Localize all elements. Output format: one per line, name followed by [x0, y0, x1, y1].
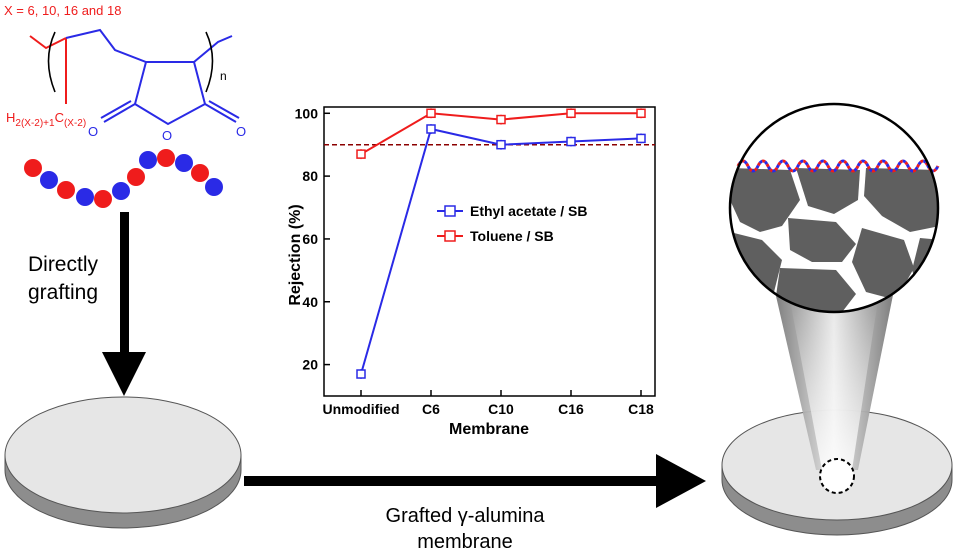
right-arrow-icon: [244, 454, 706, 508]
y-axis-label: Rejection (%): [287, 204, 304, 305]
x-tick-label: C6: [422, 401, 440, 417]
step-label-line2: grafting: [28, 281, 98, 304]
y-tick-label: 40: [302, 294, 318, 310]
down-arrow-icon: [102, 212, 146, 396]
unmodified-disk: [4, 396, 242, 529]
x-tick-label: C18: [628, 401, 654, 417]
oxygen-ring: O: [162, 128, 172, 143]
oxygen-left: O: [88, 124, 98, 139]
y-tick-label: 20: [302, 357, 318, 373]
data-point-1: [636, 108, 646, 119]
data-point-0: [356, 369, 366, 379]
result-label-line1: Grafted γ-alumina: [386, 505, 546, 527]
legend-label-toluene: Toluene / SB: [470, 228, 554, 244]
side-chain-label: H2(X-2)+1C(X-2): [6, 110, 86, 129]
data-point-0: [566, 136, 576, 147]
data-point-1: [496, 114, 506, 125]
rejection-chart: 20 40 60 80 100 Unmodified C6 C10 C16 C18 Rejecti…: [287, 105, 656, 438]
step-label-line1: Directly: [28, 253, 99, 276]
data-point-1: [566, 108, 576, 119]
magnified-view: [728, 102, 940, 314]
data-point-0: [426, 124, 436, 134]
y-tick-label: 100: [295, 105, 319, 121]
data-point-0: [496, 139, 506, 150]
legend: Ethyl acetate / SB Toluene / SB: [437, 203, 588, 244]
grafted-chains-red: [736, 159, 940, 173]
polymer-bead-chain: [24, 149, 223, 208]
y-tick-label: 80: [302, 168, 318, 184]
legend-label-ethyl-acetate: Ethyl acetate / SB: [470, 203, 588, 219]
plot-frame: [323, 106, 656, 397]
data-point-0: [636, 133, 646, 144]
data-point-1: [356, 149, 366, 159]
x-tick-label: C10: [488, 401, 514, 417]
x-values-label: X = 6, 10, 16 and 18: [4, 3, 121, 18]
result-label-line2: membrane: [417, 531, 513, 553]
subscript-n: n: [220, 69, 227, 83]
data-point-1: [426, 108, 436, 119]
molecule-structure: X = 6, 10, 16 and 18 n O O O H2(X-2)+1C(…: [4, 3, 246, 143]
grafted-chains-blue: [736, 159, 940, 173]
x-axis-label: Membrane: [449, 421, 529, 438]
x-tick-label: Unmodified: [323, 401, 400, 417]
magnifier-cone: [770, 270, 898, 494]
x-tick-label: C16: [558, 401, 584, 417]
sample-spot: [819, 458, 855, 494]
oxygen-right: O: [236, 124, 246, 139]
y-tick-label: 60: [302, 231, 318, 247]
legend-marker-ethyl-acetate: [444, 205, 456, 217]
legend-marker-toluene: [444, 230, 456, 242]
